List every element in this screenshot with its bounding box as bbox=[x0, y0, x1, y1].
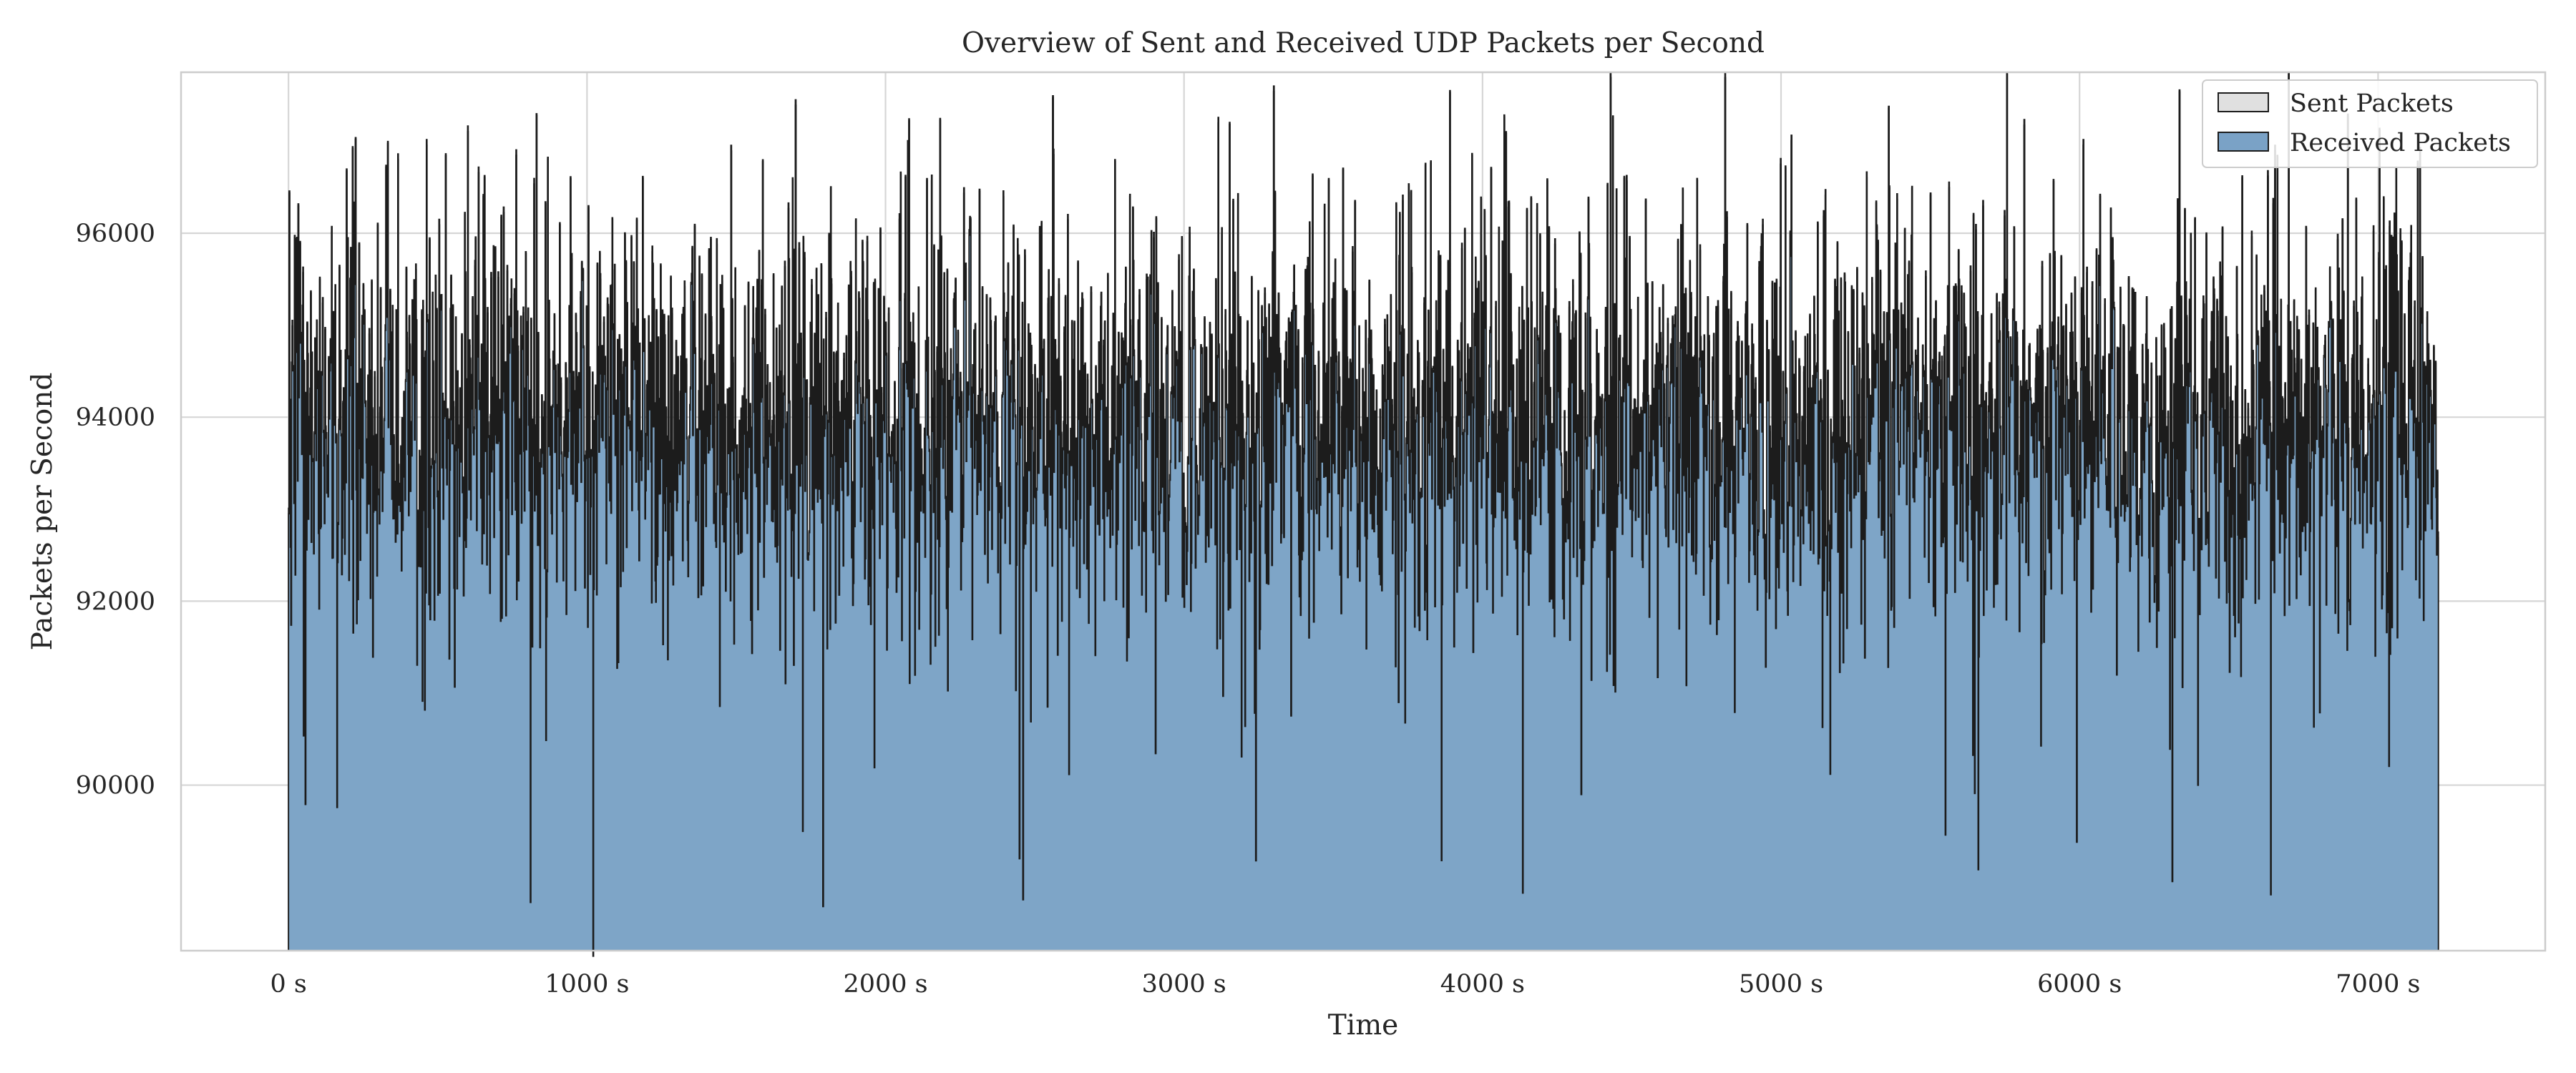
legend-label-received: Received Packets bbox=[2290, 129, 2511, 157]
series-received-packets bbox=[288, 73, 2439, 957]
plot-frame bbox=[180, 71, 2547, 952]
x-tick-label: 0 s bbox=[270, 970, 307, 999]
x-axis-label: Time bbox=[1328, 1009, 1399, 1042]
legend-label-sent: Sent Packets bbox=[2290, 89, 2454, 118]
y-tick-label: 90000 bbox=[76, 772, 155, 800]
x-tick-label: 6000 s bbox=[2037, 970, 2122, 999]
y-tick-label: 94000 bbox=[76, 403, 155, 432]
x-tick-label: 2000 s bbox=[843, 970, 927, 999]
x-tick-label: 3000 s bbox=[1142, 970, 1226, 999]
chart-title: Overview of Sent and Received UDP Packet… bbox=[962, 27, 1765, 59]
y-tick-label: 96000 bbox=[76, 220, 155, 248]
x-tick-label: 4000 s bbox=[1440, 970, 1525, 999]
x-tick-label: 7000 s bbox=[2336, 970, 2420, 999]
legend-box bbox=[2202, 79, 2538, 168]
tick-labels: 0 s 1000 s 2000 s 3000 s 4000 s 5000 s 6000 s 7… bbox=[76, 220, 2421, 999]
legend-swatch-received bbox=[2218, 132, 2269, 152]
y-tick-label: 92000 bbox=[76, 587, 155, 616]
legend-swatch-sent bbox=[2218, 92, 2269, 112]
series-layer bbox=[288, 72, 2439, 957]
x-tick-label: 5000 s bbox=[1739, 970, 1823, 999]
x-tick-label: 1000 s bbox=[545, 970, 629, 999]
legend: Sent Packets Received Packets bbox=[2202, 79, 2538, 168]
y-axis-label: Packets per Second bbox=[26, 373, 59, 651]
